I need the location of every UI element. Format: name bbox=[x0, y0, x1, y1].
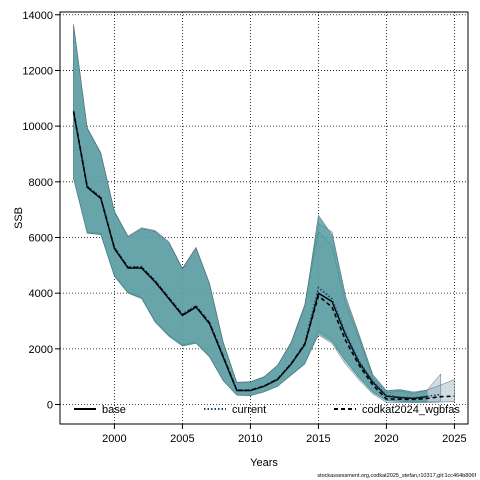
y-axis: 0 2000 4000 6000 8000 10000 12000 14000 bbox=[22, 10, 60, 412]
series-line-base bbox=[72, 112, 428, 400]
series-lines bbox=[72, 110, 455, 401]
x-tick-label: 2010 bbox=[238, 433, 262, 445]
x-axis-title: Years bbox=[250, 457, 278, 469]
plot-frame bbox=[59, 11, 469, 425]
series-line-codkat2024_wgbfas bbox=[72, 111, 455, 401]
legend: base current codkat2024_wgbfas bbox=[74, 404, 460, 416]
y-axis-title: SSB bbox=[13, 207, 25, 229]
legend-label-current: current bbox=[232, 404, 266, 416]
y-tick-label: 8000 bbox=[29, 177, 53, 189]
confidence-bands bbox=[73, 24, 455, 404]
ci-band-tint bbox=[73, 25, 428, 403]
y-tick-label: 0 bbox=[47, 400, 53, 412]
y-tick-label: 10000 bbox=[22, 121, 53, 133]
series-line-current bbox=[72, 110, 441, 399]
x-tick-label: 2025 bbox=[442, 433, 466, 445]
ci-band-codkat2024_wgbfas bbox=[73, 25, 455, 404]
x-tick-label: 2015 bbox=[306, 433, 330, 445]
y-tick-label: 2000 bbox=[29, 344, 53, 356]
grid bbox=[60, 12, 468, 424]
footer-note: stockassessment.org,codkat2025_stefan,r1… bbox=[317, 473, 476, 479]
x-tick-label: 2020 bbox=[374, 433, 398, 445]
y-tick-label: 6000 bbox=[29, 232, 53, 244]
x-axis: 2000 2005 2010 2015 2020 2025 bbox=[102, 424, 467, 445]
y-tick-label: 12000 bbox=[22, 65, 53, 77]
y-tick-label: 4000 bbox=[29, 288, 53, 300]
legend-label-codkat2024_wgbfas: codkat2024_wgbfas bbox=[362, 404, 460, 416]
x-tick-label: 2000 bbox=[102, 433, 126, 445]
legend-label-base: base bbox=[102, 404, 126, 416]
x-tick-label: 2005 bbox=[170, 433, 194, 445]
y-tick-label: 14000 bbox=[22, 10, 53, 22]
ci-band-current bbox=[73, 24, 442, 402]
